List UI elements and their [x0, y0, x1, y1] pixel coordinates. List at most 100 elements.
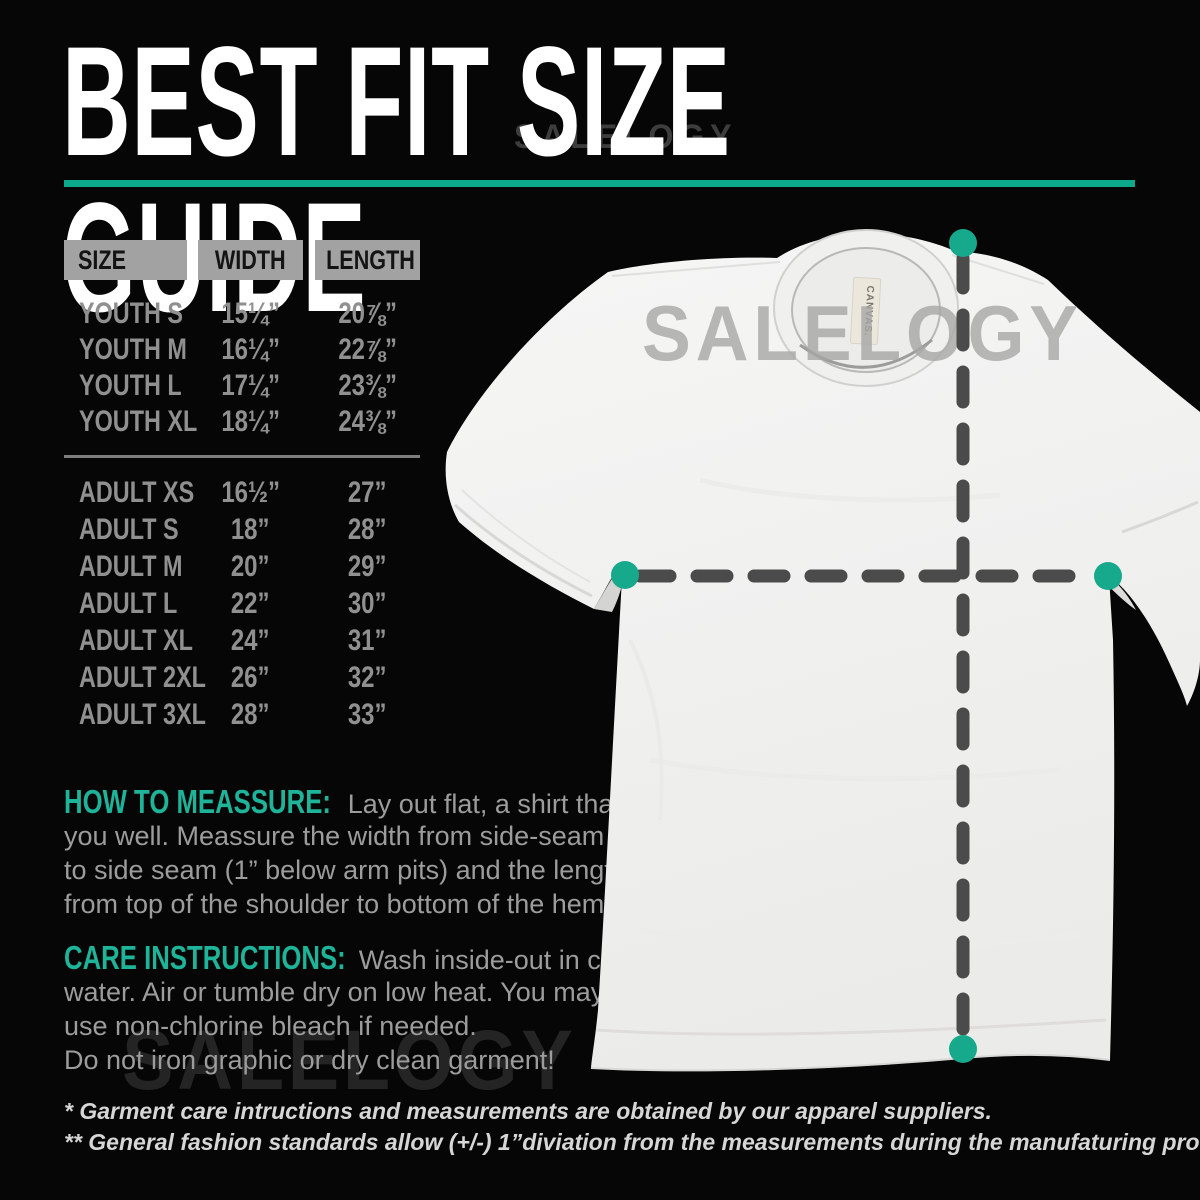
table-header-row: SIZE WIDTH LENGTH — [64, 240, 420, 280]
size-value: ADULT S — [79, 512, 179, 546]
length-value: 33” — [348, 697, 387, 731]
shoulder-seam — [611, 261, 781, 277]
size-cell: YOUTH S — [64, 297, 187, 331]
table-row: ADULT 3XL 28” 33” — [64, 696, 420, 733]
wrinkle-line — [628, 639, 664, 821]
length-value: 23⅜” — [338, 369, 397, 402]
table-row: YOUTH XL 18¼” 24⅜” — [64, 404, 420, 440]
right-sleeve-seam — [1121, 500, 1199, 534]
paragraph-line: Do not iron graphic or dry clean garment… — [64, 1045, 555, 1075]
header-size-label: SIZE — [78, 245, 127, 275]
size-value: ADULT 3XL — [79, 697, 206, 731]
tshirt-body — [445, 232, 1200, 1071]
brand-tag-text: CANVAS. — [862, 285, 876, 337]
header-length-label: LENGTH — [326, 245, 415, 275]
left-sleeve-seam — [454, 503, 593, 598]
size-value: YOUTH L — [79, 369, 182, 402]
length-cell: 32” — [315, 661, 420, 695]
size-cell: ADULT 2XL — [64, 661, 206, 695]
adult-size-rows: ADULT XS 16½” 27” ADULT S 18” 28” ADULT … — [64, 474, 420, 733]
footnotes: * Garment care intructions and measureme… — [64, 1096, 1200, 1158]
table-row: ADULT XL 24” 31” — [64, 622, 420, 659]
paragraph-line: to side seam (1” below arm pits) and the… — [64, 855, 627, 885]
youth-size-rows: YOUTH S 15¼” 20⅞” YOUTH M 16¼” 22⅞” YOUT… — [64, 296, 420, 440]
length-cell: 31” — [315, 624, 420, 658]
length-cell: 30” — [315, 587, 420, 621]
collar-crease — [799, 338, 933, 369]
title-underline — [64, 180, 1135, 187]
header-length: LENGTH — [315, 240, 420, 280]
length-value: 28” — [348, 512, 387, 546]
length-cell: 33” — [315, 698, 420, 732]
length-value: 24⅜” — [338, 405, 397, 438]
width-cell: 24” — [198, 624, 303, 658]
header-width-label: WIDTH — [215, 245, 286, 275]
width-value: 20” — [231, 549, 270, 583]
length-cell: 29” — [315, 550, 420, 584]
width-value: 16¼” — [221, 333, 280, 366]
footnote-line: ** General fashion standards allow (+/-)… — [64, 1129, 1200, 1155]
width-value: 17¼” — [221, 369, 280, 402]
size-value: ADULT XS — [79, 475, 195, 509]
header-width: WIDTH — [198, 240, 303, 280]
length-value: 32” — [348, 660, 387, 694]
how-to-measure-label: HOW TO MEASSURE: — [64, 783, 331, 820]
width-value: 18¼” — [221, 405, 280, 438]
size-cell: ADULT XS — [64, 476, 194, 510]
paragraph-line: use non-chlorine bleach if needed. — [64, 1011, 477, 1041]
width-value: 24” — [231, 623, 270, 657]
width-cell: 16¼” — [198, 333, 303, 367]
watermark-text: SALELOGY — [514, 118, 738, 156]
length-cell: 24⅜” — [315, 405, 420, 439]
width-value: 28” — [231, 697, 270, 731]
header-size: SIZE — [64, 240, 187, 280]
length-value: 30” — [348, 586, 387, 620]
width-value: 22” — [231, 586, 270, 620]
size-cell: ADULT S — [64, 513, 187, 547]
size-cell: ADULT M — [64, 550, 187, 584]
table-row: ADULT XS 16½” 27” — [64, 474, 420, 511]
width-cell: 20” — [198, 550, 303, 584]
table-row: YOUTH S 15¼” 20⅞” — [64, 296, 420, 332]
length-value: 29” — [348, 549, 387, 583]
width-cell: 22” — [198, 587, 303, 621]
width-value: 16½” — [221, 475, 280, 509]
brand-tag-rect — [849, 276, 882, 346]
paragraph-text: Wash inside-out in cold — [358, 945, 637, 975]
table-row: ADULT S 18” 28” — [64, 511, 420, 548]
size-cell: YOUTH M — [64, 333, 187, 367]
paragraph-line: you well. Meassure the width from side-s… — [64, 821, 605, 851]
table-row: YOUTH L 17¼” 23⅜” — [64, 368, 420, 404]
width-value: 18” — [231, 512, 270, 546]
brand-tag: CANVAS. — [849, 276, 882, 346]
length-cell: 22⅞” — [315, 333, 420, 367]
length-cell: 23⅜” — [315, 369, 420, 403]
size-cell: YOUTH XL — [64, 405, 197, 439]
length-value: 20⅞” — [338, 297, 397, 330]
size-value: ADULT 2XL — [79, 660, 206, 694]
size-value: YOUTH M — [79, 333, 187, 366]
length-value: 31” — [348, 623, 387, 657]
left-sleeve-seam — [461, 489, 591, 583]
table-divider — [64, 455, 420, 458]
footnote-line: * Garment care intructions and measureme… — [64, 1098, 992, 1124]
size-value: YOUTH S — [79, 297, 184, 330]
size-cell: ADULT XL — [64, 624, 193, 658]
length-cell: 20⅞” — [315, 297, 420, 331]
care-instructions-label: CARE INSTRUCTIONS: — [64, 939, 346, 976]
measure-point-dot — [611, 561, 639, 589]
table-row: YOUTH M 16¼” 22⅞” — [64, 332, 420, 368]
length-cell: 27” — [315, 476, 420, 510]
size-cell: ADULT 3XL — [64, 698, 206, 732]
size-cell: ADULT L — [64, 587, 187, 621]
paragraph-line: water. Air or tumble dry on low heat. Yo… — [64, 977, 605, 1007]
watermark-text: SALELOGY — [642, 289, 1083, 377]
width-cell: 17¼” — [198, 369, 303, 403]
wrinkle-line — [639, 927, 1081, 949]
watermark-text: SALELOGY — [122, 1013, 577, 1107]
wrinkle-line — [649, 757, 1061, 782]
width-cell: 28” — [198, 698, 303, 732]
width-cell: 15¼” — [198, 297, 303, 331]
size-cell: YOUTH L — [64, 369, 187, 403]
